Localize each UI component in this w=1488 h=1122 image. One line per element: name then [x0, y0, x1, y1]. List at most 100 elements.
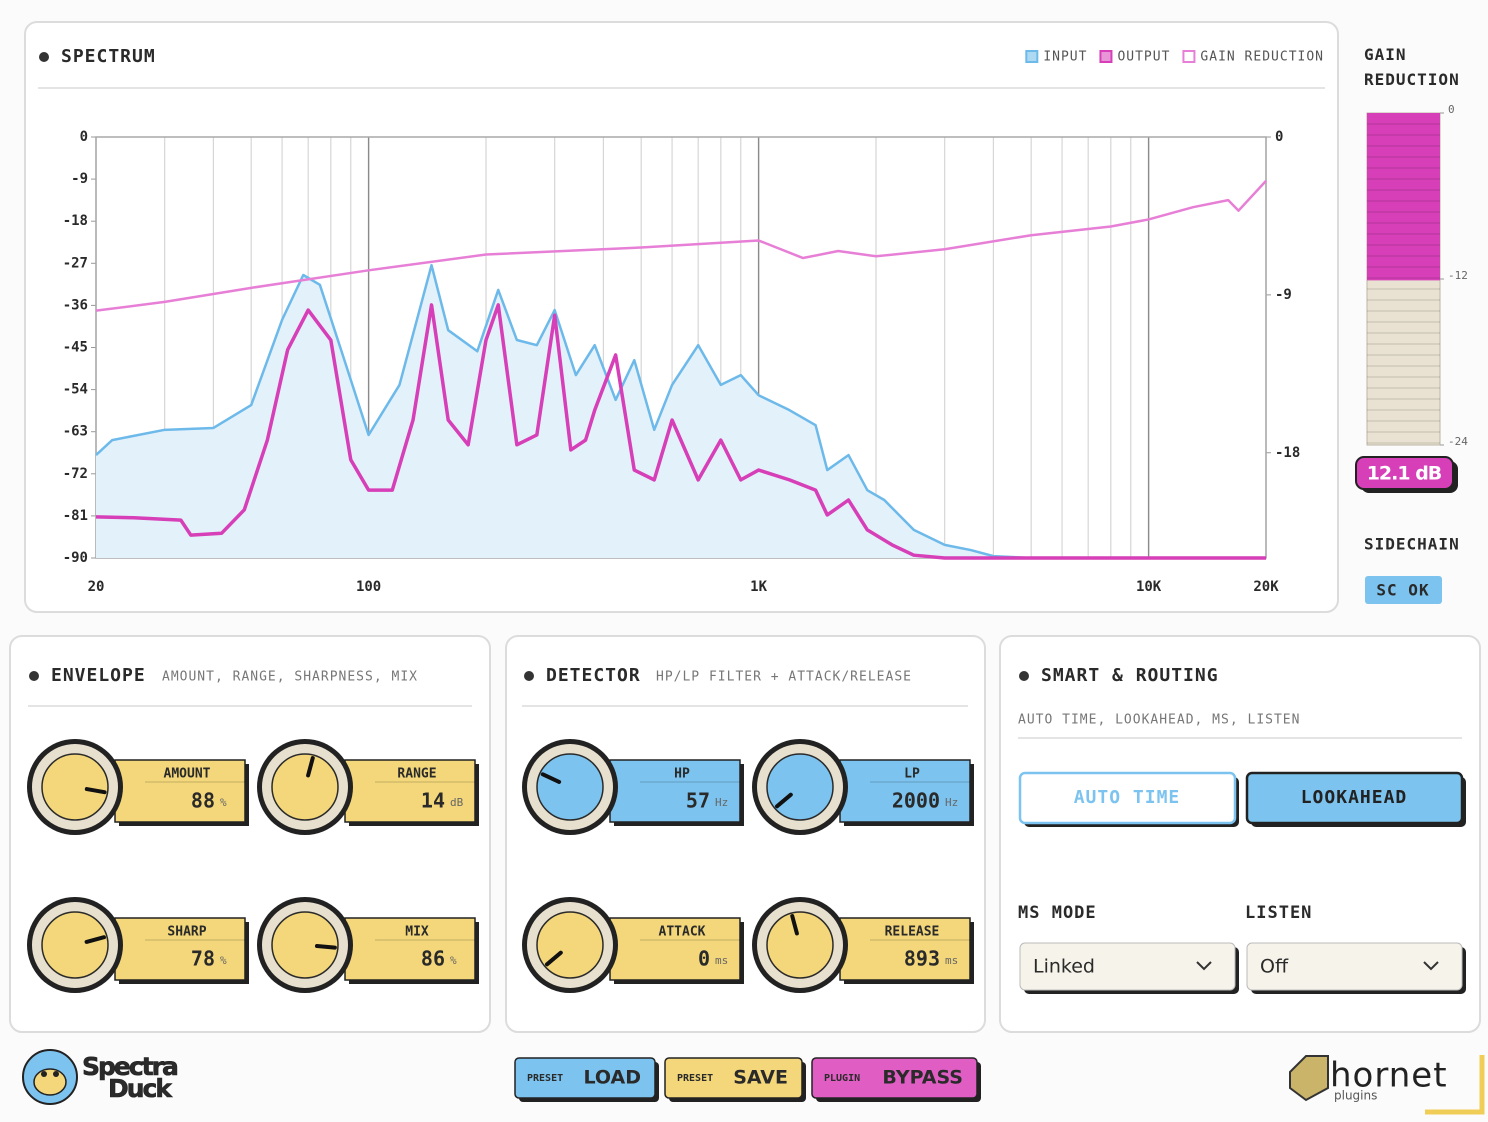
meter-tick-label: 0 — [1448, 103, 1455, 116]
y-tick-label: -27 — [63, 255, 88, 271]
knob-cap[interactable] — [271, 911, 339, 979]
knob-value: 78 — [191, 947, 215, 971]
knob-value: 88 — [191, 789, 215, 813]
knob-label: SHARP — [167, 925, 206, 940]
meter-fill — [1367, 113, 1440, 281]
legend-swatch — [1182, 50, 1196, 63]
panel-subtitle: AUTO TIME, LOOKAHEAD, MS, LISTEN — [1018, 713, 1300, 728]
series-line — [95, 303, 1266, 560]
button-prefix[interactable]: PLUGIN — [824, 1073, 860, 1084]
button-label[interactable]: SAVE — [733, 1067, 788, 1089]
sidechain-status: SC OK — [1376, 581, 1429, 600]
knob-value: 86 — [421, 947, 445, 971]
knob-unit: dB — [450, 796, 464, 809]
knob-pointer[interactable] — [545, 950, 563, 967]
knob-box — [344, 917, 476, 981]
logo-eye — [53, 1071, 59, 1077]
knob-box — [609, 917, 741, 981]
button-prefix[interactable]: PRESET — [527, 1073, 563, 1084]
sidechain-status-box — [1365, 576, 1442, 604]
button-label[interactable]: AUTO TIME — [1074, 787, 1181, 808]
knob-cap[interactable] — [536, 911, 604, 979]
knob-unit: % — [220, 954, 227, 967]
series-area — [96, 265, 1266, 558]
meter-tick-label: -12 — [1448, 269, 1468, 282]
knob-pointer[interactable] — [314, 944, 337, 950]
panel-dot — [29, 671, 39, 681]
legend-label: OUTPUT — [1117, 50, 1170, 65]
knob-label: ATTACK — [659, 925, 706, 940]
knob-cap[interactable] — [271, 753, 339, 821]
knob-cap[interactable] — [536, 753, 604, 821]
knob-value: 2000 — [892, 789, 940, 813]
knob-value: 0 — [698, 947, 710, 971]
knob-label: RANGE — [397, 767, 436, 782]
y-tick-label: 0 — [80, 129, 88, 145]
legend-swatch — [1025, 50, 1039, 63]
knob-unit: % — [450, 954, 457, 967]
dropdown[interactable] — [1246, 942, 1463, 991]
knob-pointer[interactable] — [84, 787, 107, 795]
knob-pointer[interactable] — [540, 772, 562, 784]
knob-box — [609, 759, 741, 823]
legend-label: INPUT — [1043, 50, 1087, 65]
knob-pointer[interactable] — [84, 935, 106, 944]
knob-unit: ms — [715, 954, 728, 967]
panel-subtitle: HP/LP FILTER + ATTACK/RELEASE — [656, 670, 912, 685]
knob-cap[interactable] — [766, 753, 834, 821]
footer-button[interactable] — [664, 1057, 803, 1099]
knob-box — [114, 917, 246, 981]
knob-unit: Hz — [945, 796, 958, 809]
knob-cap[interactable] — [766, 911, 834, 979]
panel-title: DETECTOR — [546, 665, 641, 686]
y-tick-label: -63 — [63, 424, 88, 440]
x-tick-label: 20 — [88, 579, 105, 595]
knob-pointer[interactable] — [790, 914, 799, 936]
knob-cap[interactable] — [41, 753, 109, 821]
y-tick-label: -81 — [63, 508, 88, 524]
knob-label: RELEASE — [885, 925, 940, 940]
x-tick-label: 1K — [750, 579, 767, 595]
button-label[interactable]: BYPASS — [882, 1067, 963, 1089]
meter-tick-label: -24 — [1448, 435, 1468, 448]
y-tick-label: -36 — [63, 297, 88, 313]
button-label[interactable]: LOOKAHEAD — [1301, 787, 1408, 808]
brand-sub: plugins — [1334, 1089, 1377, 1103]
button-label[interactable]: LOAD — [583, 1067, 641, 1089]
panel-dot — [524, 671, 534, 681]
knob-cap[interactable] — [41, 911, 109, 979]
logo-duck — [33, 1068, 67, 1096]
panel-subtitle: AMOUNT, RANGE, SHARPNESS, MIX — [162, 670, 418, 685]
footer-button[interactable] — [514, 1057, 656, 1099]
brand-mark — [1289, 1055, 1329, 1102]
footer-button[interactable] — [811, 1057, 978, 1099]
y-tick-label: -54 — [63, 382, 88, 398]
knob-unit: % — [220, 796, 227, 809]
logo-eye — [41, 1071, 47, 1077]
dropdown[interactable] — [1019, 942, 1236, 991]
dropdown-value[interactable]: Linked — [1033, 956, 1095, 978]
x-tick-label: 100 — [356, 579, 381, 595]
panel-dot — [1019, 671, 1029, 681]
panel-title: ENVELOPE — [51, 665, 146, 686]
knob-label: MIX — [405, 925, 429, 940]
toggle-button[interactable] — [1245, 771, 1464, 825]
legend-label: GAIN REDUCTION — [1200, 50, 1324, 65]
logo-text: Spectra — [82, 1052, 177, 1081]
dropdown-value[interactable]: Off — [1260, 956, 1289, 978]
knob-label: AMOUNT — [164, 767, 211, 782]
meter-title: GAIN REDUCTION — [1364, 45, 1460, 89]
y-tick-label: -18 — [63, 213, 88, 229]
y-tick-label: -18 — [1275, 445, 1300, 461]
knob-pointer[interactable] — [306, 756, 315, 778]
knob-label: LP — [904, 767, 920, 782]
y-tick-label: -45 — [63, 340, 88, 356]
button-prefix[interactable]: PRESET — [677, 1073, 713, 1084]
select-label: MS MODE — [1018, 903, 1097, 923]
readout: 12.1 dB — [1367, 463, 1442, 485]
toggle-button[interactable] — [1018, 771, 1237, 825]
knob-pointer[interactable] — [775, 792, 793, 809]
window-corner — [1425, 1055, 1485, 1115]
